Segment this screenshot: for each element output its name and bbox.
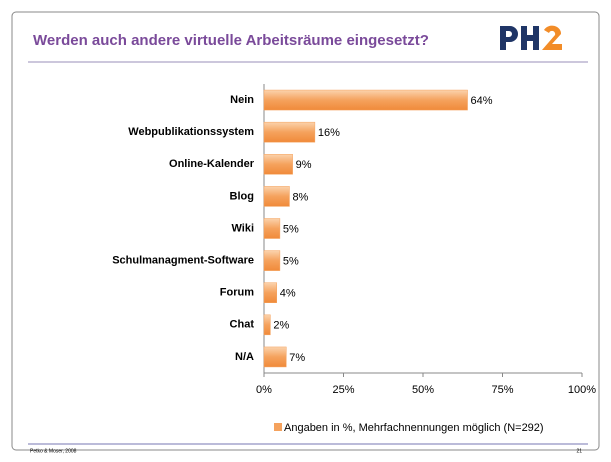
bar — [263, 282, 277, 303]
y-tick-label: Schulmanagment-Software — [112, 255, 254, 267]
footer-right: 21 — [576, 448, 582, 454]
value-label: 16% — [318, 127, 340, 139]
bar — [263, 121, 316, 143]
bar — [263, 314, 271, 336]
bar — [263, 154, 293, 175]
y-tick-label: Nein — [230, 94, 254, 106]
bar — [263, 346, 287, 368]
value-label: 5% — [283, 256, 299, 268]
y-tick-label: Wiki — [231, 222, 254, 234]
x-tick-label: 25% — [332, 384, 354, 396]
y-tick-label: Webpublikationssystem — [128, 126, 254, 138]
value-label: 5% — [283, 223, 299, 235]
value-label: 64% — [471, 95, 493, 107]
y-tick-label: Chat — [230, 319, 255, 331]
value-label: 7% — [289, 352, 305, 364]
slide-frame — [11, 11, 600, 451]
y-tick-label: N/A — [235, 351, 254, 363]
value-label: 9% — [296, 159, 312, 171]
x-tick-label: 50% — [412, 384, 434, 396]
x-tick-label: 75% — [491, 384, 513, 396]
value-label: 2% — [273, 320, 289, 332]
value-label: 4% — [280, 288, 296, 300]
y-tick-label: Online-Kalender — [169, 158, 255, 170]
x-tick-label: 0% — [256, 384, 272, 396]
value-label: 8% — [292, 191, 308, 203]
slide-title: Werden auch andere virtuelle Arbeitsräum… — [33, 32, 429, 49]
y-tick-label: Blog — [230, 190, 254, 202]
footer-left: Petko & Moser, 2008 — [30, 448, 77, 454]
bar — [263, 186, 290, 207]
legend-swatch — [274, 423, 282, 431]
bar — [263, 250, 281, 271]
bar — [263, 89, 468, 111]
y-tick-label: Forum — [220, 287, 254, 299]
logo — [500, 25, 562, 50]
x-tick-label: 100% — [568, 384, 596, 396]
legend-label: Angaben in %, Mehrfachnennungen möglich … — [284, 422, 544, 434]
bar — [263, 218, 281, 239]
